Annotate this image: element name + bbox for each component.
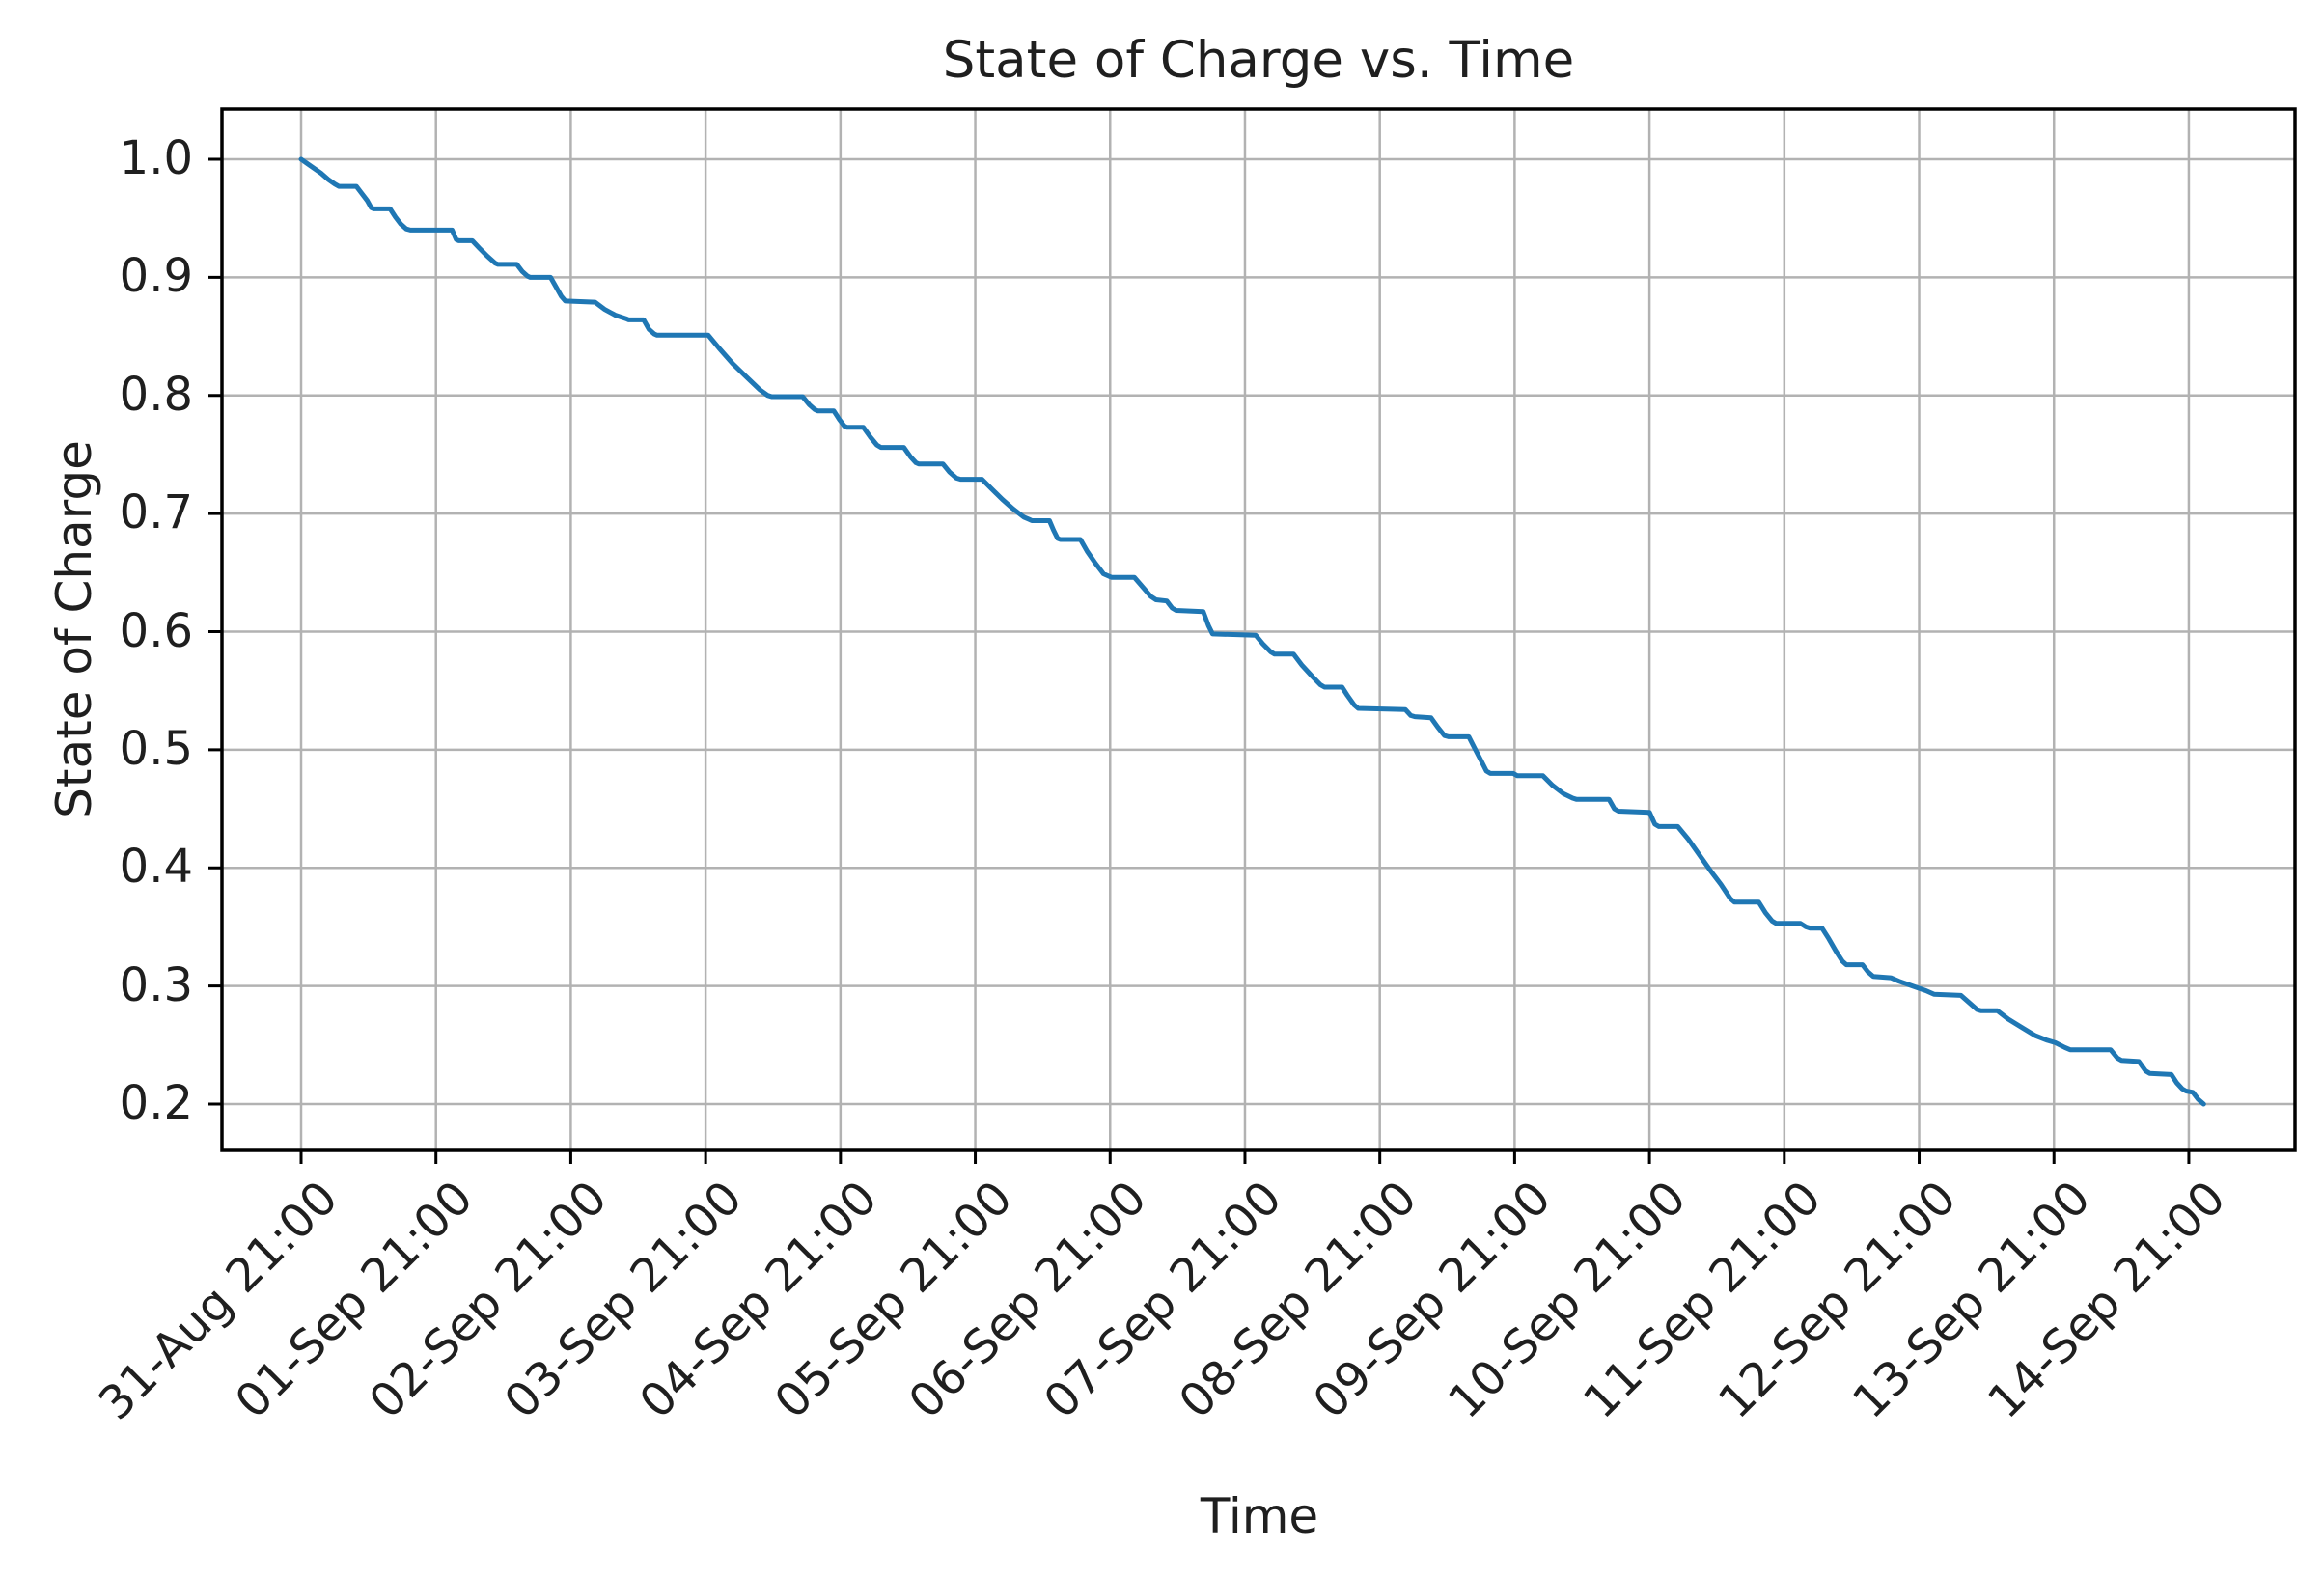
y-tick-label: 0.6: [119, 603, 193, 658]
y-tick-label: 0.4: [119, 840, 193, 895]
y-tick-label: 0.7: [119, 485, 193, 540]
y-tick-label: 0.9: [119, 249, 193, 304]
chart-title: State of Charge vs. Time: [942, 31, 1575, 90]
y-tick-label: 0.2: [119, 1076, 193, 1131]
plot-border: [220, 107, 2297, 1152]
y-tick-label: 1.0: [119, 131, 193, 186]
y-tick-label: 0.3: [119, 957, 193, 1012]
soc-line: [298, 156, 2206, 1107]
y-tick-label: 0.5: [119, 721, 193, 776]
x-axis-title: Time: [1200, 1488, 1319, 1544]
y-tick-label: 0.8: [119, 367, 193, 422]
